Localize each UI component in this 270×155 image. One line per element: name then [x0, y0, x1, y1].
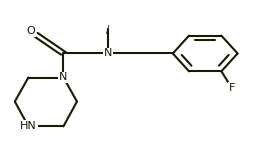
Text: /: / — [106, 25, 110, 35]
Text: N: N — [59, 73, 68, 82]
Text: HN: HN — [20, 121, 37, 131]
Text: O: O — [27, 26, 35, 36]
Text: F: F — [229, 83, 235, 93]
Text: N: N — [104, 49, 112, 58]
